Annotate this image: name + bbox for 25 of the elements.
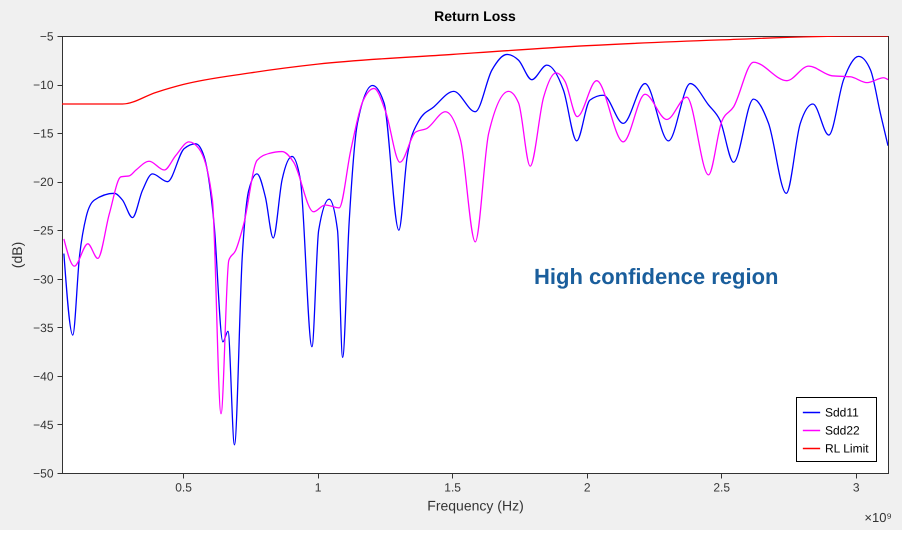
x-tick-label: 3 bbox=[852, 480, 860, 494]
x-tick-label: 2.5 bbox=[713, 480, 730, 494]
y-tick-label: −10 bbox=[33, 78, 54, 92]
legend-label: Sdd22 bbox=[825, 424, 860, 438]
y-tick-label: −5 bbox=[40, 30, 54, 44]
y-tick-label: −45 bbox=[33, 418, 54, 432]
y-tick-label: −40 bbox=[33, 369, 54, 384]
y-tick-label: −50 bbox=[33, 466, 54, 480]
y-tick-label: −20 bbox=[33, 175, 54, 190]
x-tick-label: 1.5 bbox=[444, 480, 462, 494]
legend-label: RL Limit bbox=[825, 442, 870, 456]
y-tick-label: −30 bbox=[33, 272, 54, 286]
x-tick-label: 2 bbox=[584, 480, 591, 494]
x-tick-label: 1 bbox=[314, 480, 322, 494]
text: ×10⁹ bbox=[864, 510, 892, 525]
legend-label: Sdd11 bbox=[825, 406, 860, 420]
chart-title: Return Loss bbox=[434, 8, 516, 24]
line-series bbox=[62, 36, 888, 105]
y-tick-label: −15 bbox=[33, 126, 54, 141]
y-axis-title: (dB) bbox=[9, 242, 26, 268]
y-tick-label: −25 bbox=[33, 224, 54, 238]
x-axis-title: Frequency (Hz) bbox=[427, 498, 524, 514]
x-tick-label: 0.5 bbox=[175, 480, 192, 494]
annotation: High confidence region bbox=[534, 264, 778, 289]
y-tick-label: −35 bbox=[33, 320, 54, 335]
